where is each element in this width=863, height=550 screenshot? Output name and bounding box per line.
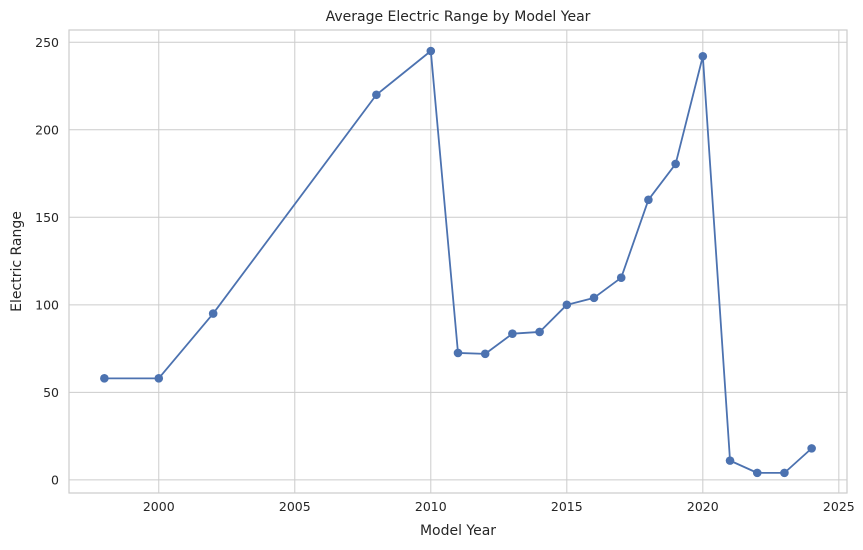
x-tick-label: 2000 bbox=[143, 499, 175, 514]
plot-area bbox=[68, 29, 848, 494]
y-tick-label: 0 bbox=[51, 472, 59, 487]
data-point bbox=[562, 300, 572, 310]
series-line bbox=[104, 50, 813, 474]
grid bbox=[69, 30, 847, 493]
data-point bbox=[644, 195, 653, 205]
y-tick-label: 250 bbox=[35, 35, 59, 50]
y-tick-label: 200 bbox=[35, 122, 59, 137]
data-point bbox=[807, 444, 816, 453]
data-point bbox=[725, 456, 735, 465]
y-axis: 0 50 100 150 200 250 bbox=[35, 35, 59, 488]
data-points bbox=[100, 46, 816, 478]
data-point bbox=[752, 468, 762, 478]
data-point bbox=[208, 309, 218, 318]
x-tick-label: 2015 bbox=[551, 499, 583, 514]
y-tick-label: 150 bbox=[35, 210, 59, 225]
data-point bbox=[372, 90, 381, 100]
data-point bbox=[480, 349, 490, 359]
x-axis-label: Model Year bbox=[420, 523, 496, 539]
chart-title: Average Electric Range by Model Year bbox=[326, 9, 591, 25]
x-tick-label: 2020 bbox=[687, 499, 719, 514]
data-point bbox=[100, 374, 109, 383]
y-tick-label: 50 bbox=[43, 385, 59, 400]
y-tick-label: 100 bbox=[35, 297, 59, 312]
data-point bbox=[780, 468, 789, 478]
data-point bbox=[154, 374, 164, 383]
x-tick-label: 2005 bbox=[279, 499, 311, 514]
x-axis: 2000 2005 2010 2015 2020 2025 bbox=[143, 499, 855, 514]
data-point bbox=[589, 293, 599, 303]
x-tick-label: 2010 bbox=[415, 499, 447, 514]
data-point bbox=[508, 329, 517, 339]
data-point bbox=[616, 273, 626, 282]
x-tick-label: 2025 bbox=[823, 499, 855, 514]
data-point bbox=[698, 51, 708, 61]
data-point bbox=[535, 327, 544, 337]
data-point bbox=[453, 348, 463, 358]
y-axis-label: Electric Range bbox=[9, 211, 25, 312]
data-point bbox=[671, 159, 680, 169]
data-point bbox=[426, 46, 436, 56]
